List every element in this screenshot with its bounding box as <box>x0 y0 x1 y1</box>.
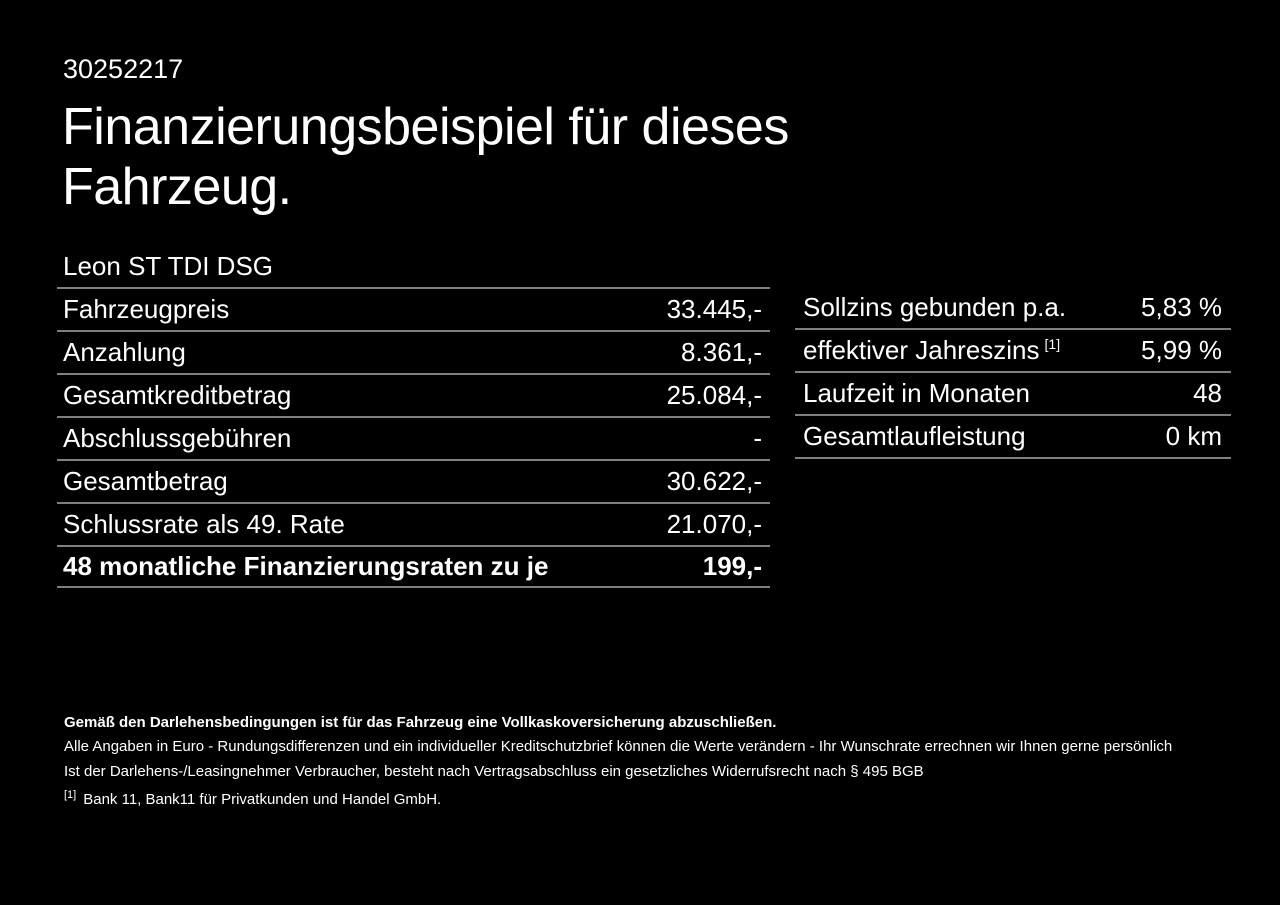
row-label: Abschlussgebühren <box>63 423 292 453</box>
footnote-marker: [1] <box>64 789 77 801</box>
footnote-marker: [1] <box>1044 336 1061 353</box>
row-value: 48 <box>1193 378 1222 408</box>
row-value: 21.070,- <box>666 509 762 539</box>
footnote-text: Bank 11, Bank11 für Privatkunden und Han… <box>83 791 442 808</box>
row-label: Laufzeit in Monaten <box>803 378 1030 408</box>
row-label: Gesamtkreditbetrag <box>63 380 292 410</box>
table-row: 48 monatliche Finanzierungsraten zu je 19… <box>57 545 770 588</box>
table-row: Schlussrate als 49. Rate 21.070,- <box>57 502 770 545</box>
disclaimer-line-1: Alle Angaben in Euro - Rundungsdifferenz… <box>64 738 1173 755</box>
table-row: Anzahlung 8.361,- <box>57 330 770 373</box>
table-row: Laufzeit in Monaten 48 <box>795 373 1231 416</box>
row-label: Sollzins gebunden p.a. <box>803 292 1067 322</box>
insurance-note: Gemäß den Darlehensbedingungen ist für d… <box>64 714 777 731</box>
row-value: 5,83 % <box>1141 292 1222 322</box>
document-id: 30252217 <box>63 54 184 84</box>
row-label: Anzahlung <box>63 337 186 367</box>
row-value: 0 km <box>1165 421 1222 451</box>
footnote: [1] Bank 11, Bank11 für Privatkunden und … <box>64 789 1240 809</box>
row-value: 199,- <box>702 551 762 581</box>
row-value: 8.361,- <box>681 337 762 367</box>
table-row: Sollzins gebunden p.a. 5,83 % <box>795 287 1231 330</box>
page-title: Finanzierungsbeispiel für dieses Fahrzeu… <box>62 97 789 217</box>
table-row: Gesamtlaufleistung 0 km <box>795 416 1231 459</box>
page-title-line-2: Fahrzeug. <box>62 158 292 216</box>
row-label: 48 monatliche Finanzierungsraten zu je <box>63 551 549 581</box>
table-row: Gesamtkreditbetrag 25.084,- <box>57 373 770 416</box>
row-value: - <box>753 423 762 453</box>
row-value: 33.445,- <box>666 294 762 324</box>
disclaimer-line-2: Ist der Darlehens-/Leasingnehmer Verbrau… <box>64 763 924 780</box>
row-label: Schlussrate als 49. Rate <box>63 509 345 539</box>
table-row: Fahrzeugpreis 33.445,- <box>57 287 770 330</box>
vehicle-model: Leon ST TDI DSG <box>63 251 274 281</box>
row-label: effektiver Jahreszins [1] <box>803 335 1061 365</box>
table-row: Abschlussgebühren - <box>57 416 770 459</box>
conditions-table: Sollzins gebunden p.a. 5,83 % effektiver J… <box>795 287 1231 459</box>
row-label: Gesamtbetrag <box>63 466 228 496</box>
row-label: Fahrzeugpreis <box>63 294 230 324</box>
table-row: Gesamtbetrag 30.622,- <box>57 459 770 502</box>
finance-table: Fahrzeugpreis 33.445,- Anzahlung 8.361,- Ges… <box>57 287 770 588</box>
row-value: 25.084,- <box>666 380 762 410</box>
row-value: 5,99 % <box>1141 335 1222 365</box>
row-value: 30.622,- <box>666 466 762 496</box>
row-label: Gesamtlaufleistung <box>803 421 1026 451</box>
table-row: effektiver Jahreszins [1] 5,99 % <box>795 330 1231 373</box>
page-title-line-1: Finanzierungsbeispiel für dieses <box>62 98 789 156</box>
